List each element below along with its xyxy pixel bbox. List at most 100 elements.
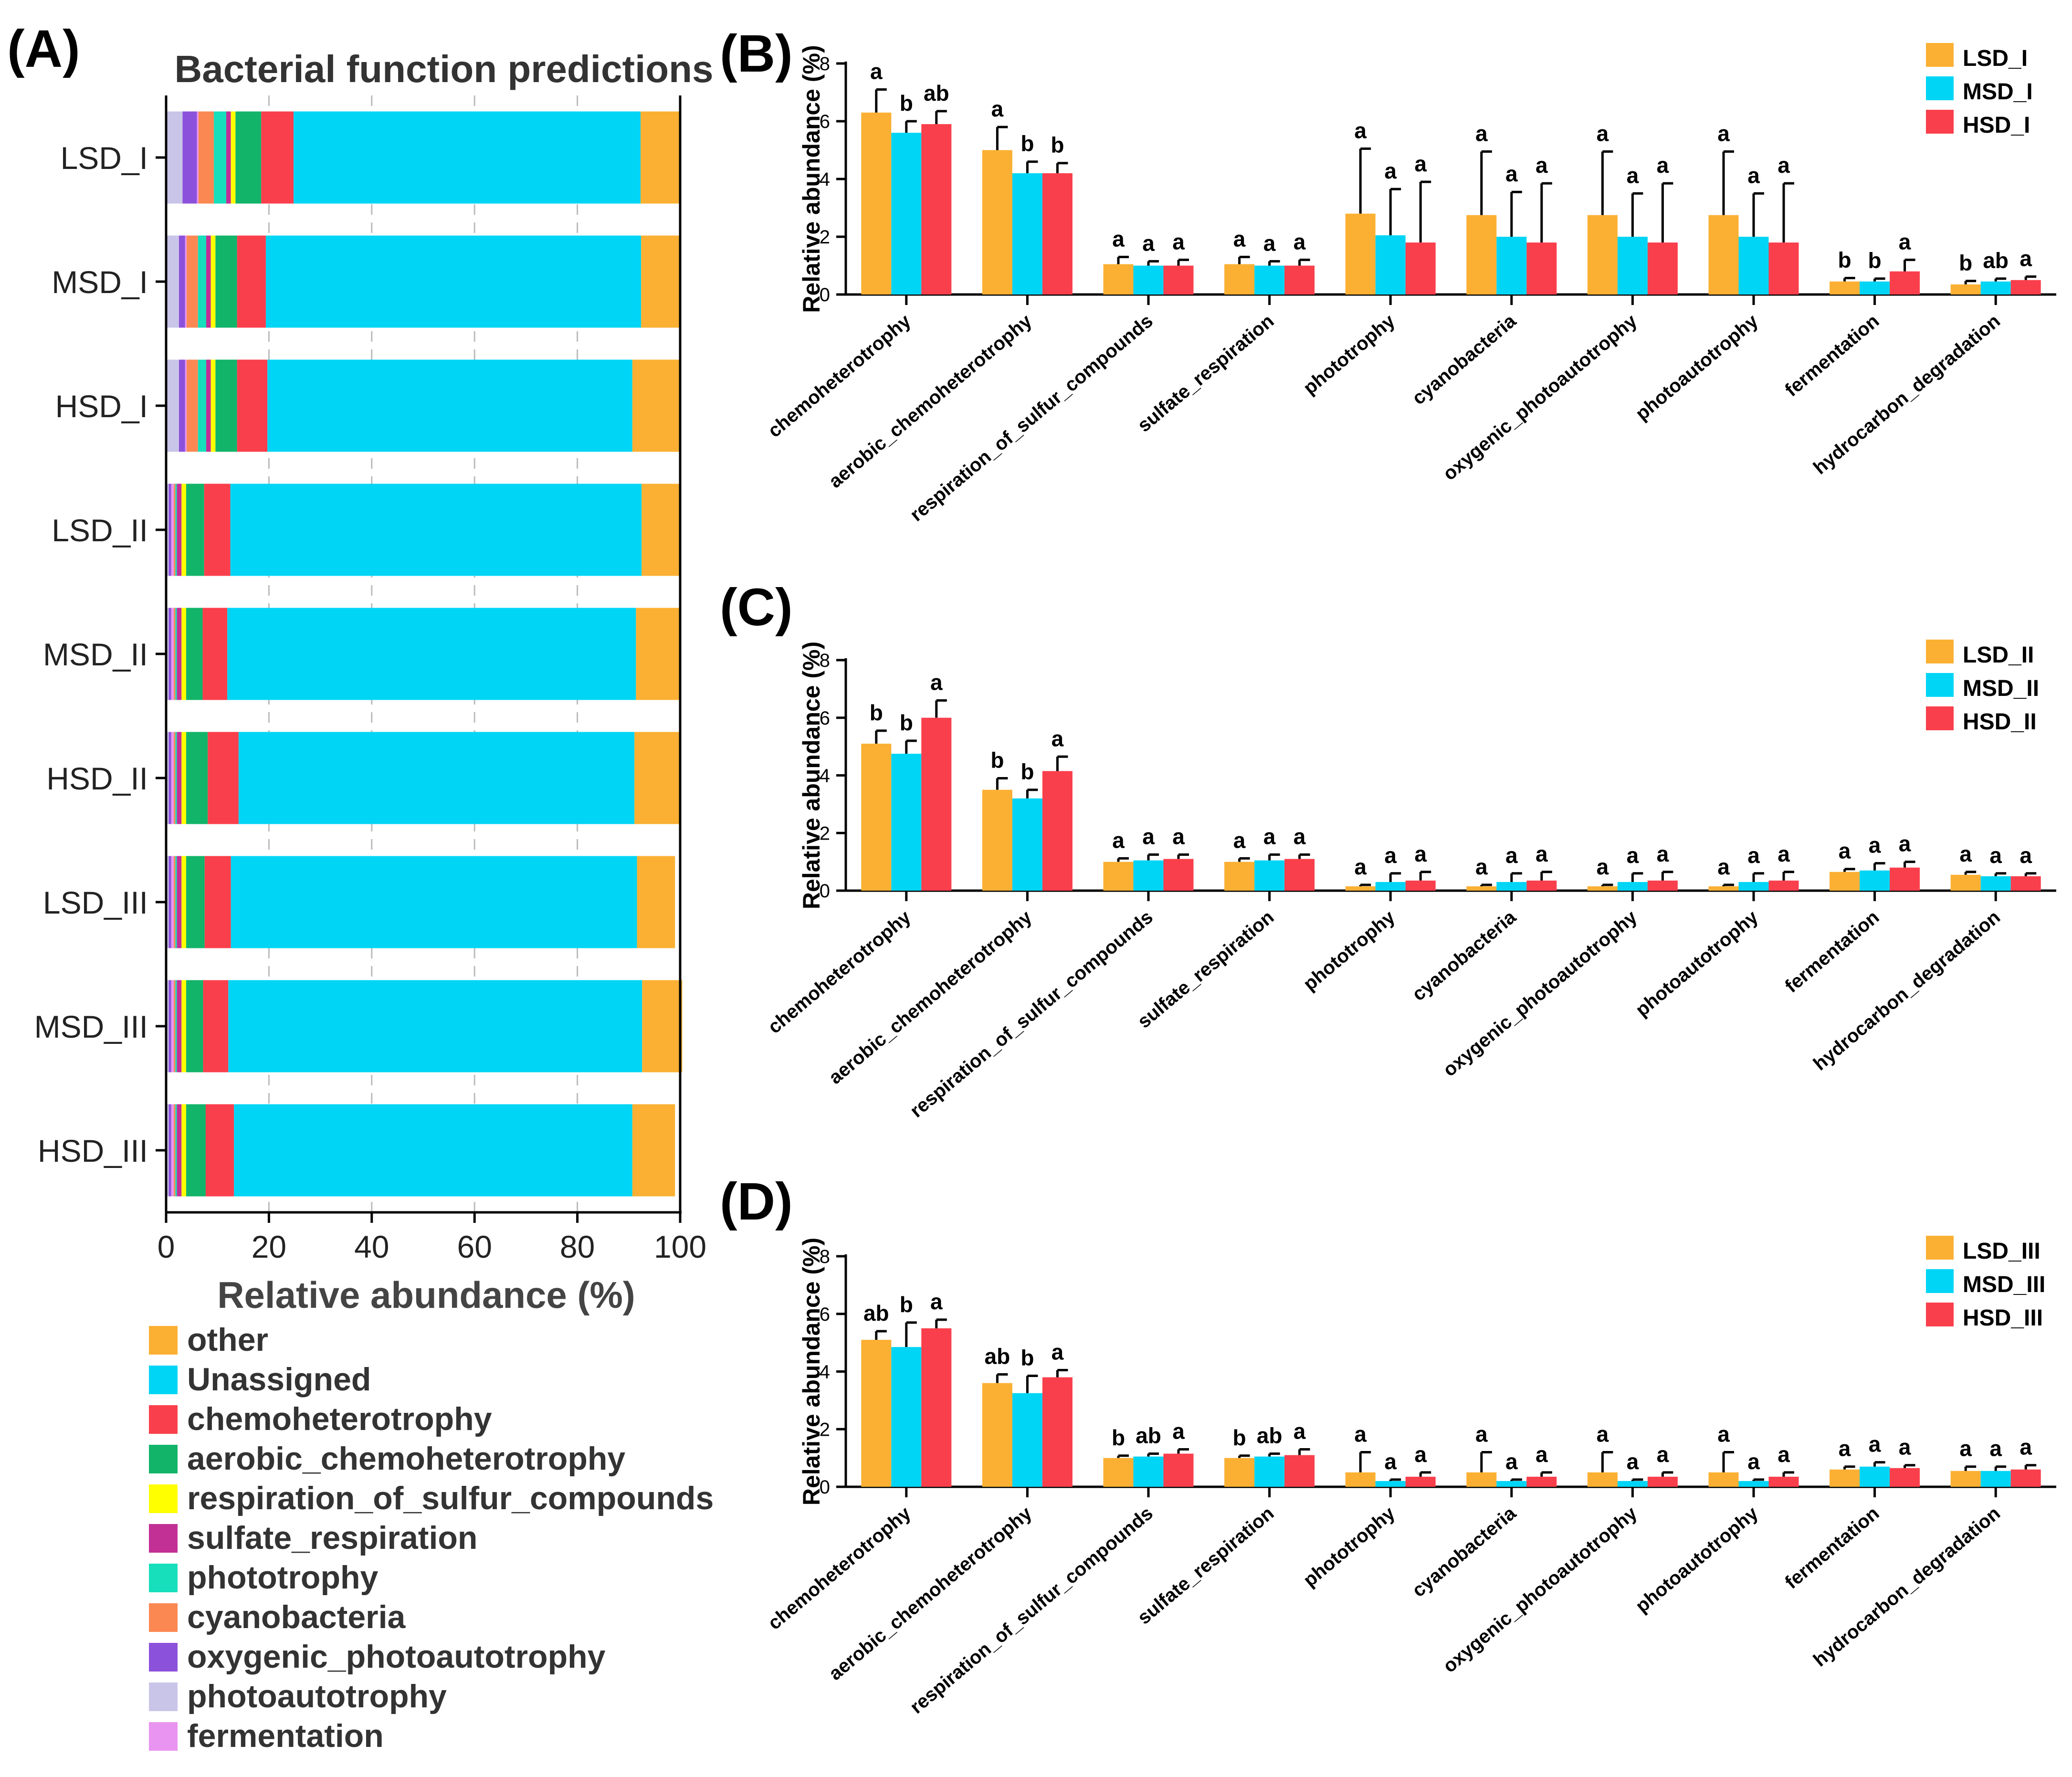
bar-segment: [198, 235, 207, 328]
bar-segment: [267, 359, 632, 452]
legend-label: other: [187, 1322, 268, 1358]
bar: [1103, 264, 1134, 294]
bar-segment: [171, 980, 174, 1073]
bar-segment: [171, 732, 174, 824]
bar-segment: [235, 111, 262, 204]
x-tick-label: photoautotrophy: [1631, 310, 1762, 425]
x-tick-label: cyanobacteria: [1408, 1503, 1520, 1601]
significance-letter: a: [1747, 843, 1760, 868]
y-tick-label: HSD_I: [55, 389, 148, 424]
legend-label: sulfate_respiration: [187, 1520, 477, 1556]
bar: [1526, 880, 1557, 891]
bar-segment: [197, 111, 199, 204]
y-tick-label: HSD_II: [46, 761, 148, 796]
significance-letter: ab: [1983, 248, 2009, 273]
x-tick-label: respiration_of_sulfur_compounds: [906, 906, 1157, 1122]
significance-letter: b: [870, 700, 883, 725]
bar: [921, 717, 952, 891]
bar-segment: [208, 732, 239, 824]
bar-segment: [175, 1104, 177, 1197]
x-tick-label: photoautotrophy: [1631, 906, 1762, 1021]
bar-segment: [175, 980, 177, 1073]
significance-letter: a: [1597, 121, 1609, 146]
legend-label: MSD_II: [1963, 676, 2039, 701]
bar: [1375, 882, 1406, 891]
bar: [1587, 215, 1618, 294]
bar: [1647, 880, 1678, 891]
legend-swatch: [149, 1643, 178, 1672]
bar-segment: [175, 608, 177, 700]
bar: [1163, 1453, 1194, 1487]
significance-letter: ab: [863, 1301, 889, 1325]
bar-segment: [182, 111, 197, 204]
bar-segment: [186, 980, 203, 1073]
bar: [861, 1340, 892, 1487]
bar-segment: [210, 359, 216, 452]
bar: [1647, 1476, 1678, 1487]
bar-segment: [171, 1104, 174, 1197]
bar-segment: [171, 484, 174, 576]
significance-letter: b: [1020, 759, 1034, 784]
significance-letter: a: [1294, 229, 1306, 254]
legend-swatch: [149, 1722, 178, 1751]
bar-segment: [166, 235, 179, 328]
bar: [861, 112, 892, 294]
bar: [1950, 874, 1981, 891]
panel-a: (A) Bacterial function predictions Relat…: [7, 20, 714, 1754]
bar-segment: [202, 608, 228, 700]
significance-letter: a: [1989, 843, 2002, 868]
bar: [1405, 880, 1436, 891]
significance-letter: a: [1112, 226, 1125, 251]
significance-letter: b: [1020, 1346, 1034, 1370]
bar-segment: [166, 980, 169, 1073]
bar: [1284, 859, 1315, 891]
bar-segment: [166, 608, 169, 700]
bar: [1617, 1481, 1648, 1487]
bar: [1768, 880, 1799, 891]
bar-segment: [174, 980, 176, 1073]
legend-label: Unassigned: [187, 1361, 371, 1398]
legend-swatch: [149, 1564, 178, 1592]
significance-letter: b: [1051, 133, 1064, 158]
bar: [1738, 1481, 1769, 1487]
y-tick-label: MSD_II: [43, 637, 148, 672]
panel-b-label: (B): [720, 24, 793, 83]
bar-segment: [228, 980, 642, 1073]
bar: [1738, 882, 1769, 891]
bar-segment: [181, 608, 187, 700]
x-tick-label: oxygenic_photoautotrophy: [1439, 310, 1641, 485]
bar: [1980, 281, 2011, 294]
bar-segment: [261, 111, 294, 204]
bar: [1224, 862, 1255, 891]
bar: [1254, 860, 1285, 891]
x-tick-label: hydrocarbon_degradation: [1809, 310, 2004, 478]
significance-letter: a: [2019, 246, 2032, 271]
x-tick-label: hydrocarbon_degradation: [1809, 1503, 2004, 1671]
bar-segment: [294, 111, 641, 204]
significance-letter: b: [1233, 1425, 1246, 1450]
significance-letter: a: [1657, 153, 1669, 178]
significance-letter: a: [1747, 163, 1760, 188]
y-tick-label: 6: [820, 1304, 830, 1325]
significance-letter: a: [1717, 121, 1730, 146]
bar-segment: [177, 732, 182, 824]
bar: [1768, 1476, 1799, 1487]
bar: [1375, 235, 1406, 294]
y-tick-label: 8: [820, 53, 830, 74]
bar: [1163, 859, 1194, 891]
bar: [1860, 870, 1890, 891]
significance-letter: a: [1536, 841, 1548, 866]
bar: [1224, 264, 1255, 294]
legend-label: MSD_III: [1963, 1272, 2045, 1297]
x-tick-label: aerobic_chemoheterotrophy: [825, 906, 1036, 1088]
y-axis-label: Relative abundance (%): [798, 45, 825, 313]
significance-letter: b: [900, 1292, 913, 1317]
significance-letter: b: [900, 91, 913, 116]
bar: [1890, 1468, 1920, 1487]
bar-segment: [181, 484, 187, 576]
bar: [1890, 867, 1920, 891]
x-tick-label: oxygenic_photoautotrophy: [1439, 906, 1641, 1081]
bar-segment: [198, 111, 214, 204]
legend-label: HSD_I: [1963, 113, 2030, 138]
bar-segment: [168, 980, 171, 1073]
